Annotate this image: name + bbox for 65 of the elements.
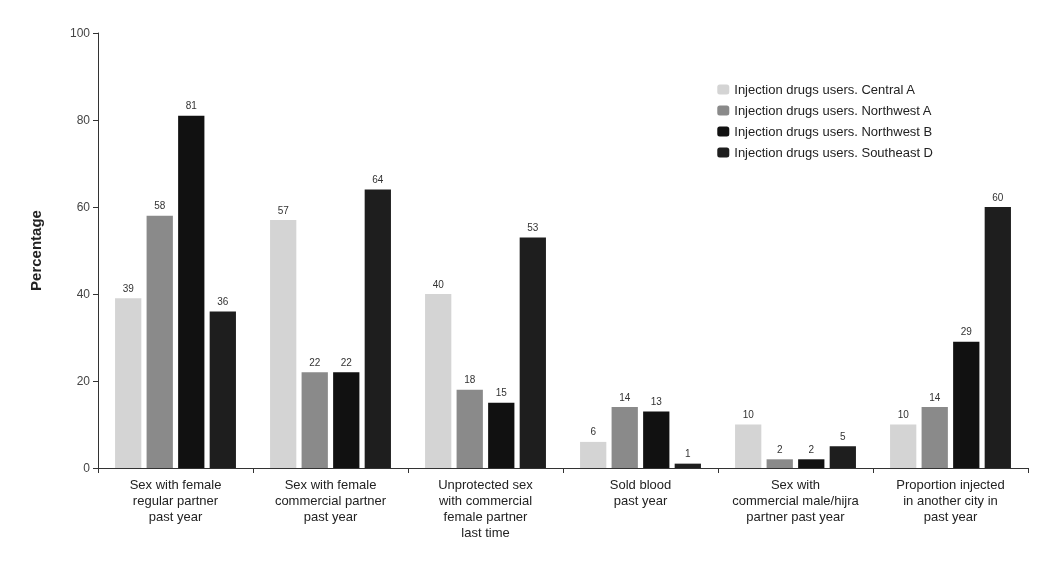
data-label: 10 (897, 409, 910, 420)
data-label: 22 (340, 356, 353, 368)
x-tick-label: Sex with commercial male/hijra partner past year (732, 476, 860, 524)
bar (301, 372, 328, 468)
y-axis-title: Percentage (27, 210, 44, 291)
legend-label: Injection drugs users. Central A (734, 82, 916, 97)
legend-label: Injection drugs users. Northwest A (734, 103, 932, 118)
bar (735, 424, 762, 468)
data-label: 15 (495, 387, 508, 399)
data-label: 14 (619, 391, 631, 403)
data-label: 81 (185, 100, 198, 112)
data-label: 58 (154, 200, 166, 212)
data-label: 60 (992, 191, 1004, 203)
data-label: 14 (929, 391, 941, 403)
x-tick-label: Sex with female commercial partner past year (274, 476, 387, 524)
bar (829, 446, 856, 468)
bar (766, 459, 793, 468)
data-label: 40 (432, 278, 445, 290)
y-tick-label: 20 (76, 374, 91, 388)
data-label: 22 (309, 356, 321, 368)
bar (209, 311, 236, 468)
data-label: 1 (685, 448, 692, 460)
bar (456, 389, 483, 468)
data-label: 53 (527, 221, 539, 233)
bar (984, 207, 1011, 468)
bar (519, 237, 546, 468)
y-tick-label: 80 (76, 113, 91, 127)
data-label: 10 (742, 409, 755, 420)
bar (115, 298, 142, 468)
y-tick-label: 100 (69, 26, 91, 40)
bar (364, 189, 391, 468)
x-tick-label: Sold blood past year (609, 476, 672, 508)
bar (890, 424, 917, 468)
data-label: 5 (840, 430, 847, 442)
data-label: 13 (650, 395, 663, 407)
bar (798, 459, 825, 468)
y-tick-label: 0 (83, 461, 91, 475)
bar (146, 215, 173, 468)
bar (270, 220, 297, 468)
legend-label: Injection drugs users. Southeast D (734, 145, 934, 160)
bar (178, 115, 205, 468)
bar (674, 463, 701, 468)
bar (611, 407, 638, 468)
bar (643, 411, 670, 468)
bar (921, 407, 948, 468)
bar (580, 441, 607, 468)
data-label: 29 (960, 326, 973, 338)
bar (425, 294, 452, 468)
y-tick-label: 60 (76, 200, 91, 214)
data-label: 57 (277, 204, 290, 216)
y-tick-label: 40 (76, 287, 91, 301)
bar (333, 372, 360, 468)
data-label: 36 (217, 295, 229, 307)
data-label: 18 (464, 374, 476, 386)
data-label: 39 (122, 282, 135, 294)
data-label: 64 (372, 174, 384, 186)
x-tick-label: Unprotected sex with commercial female partner last time (437, 476, 534, 540)
data-label: 6 (590, 426, 597, 438)
data-label: 2 (776, 443, 783, 455)
legend-label: Injection drugs users. Northwest B (734, 124, 933, 139)
bar (488, 402, 515, 468)
data-label: 2 (808, 443, 815, 455)
bar (953, 341, 980, 468)
x-tick-label: Sex with female regular partner past year (129, 476, 222, 524)
x-tick-label: Proportion injected in another city in past year (896, 476, 1005, 524)
